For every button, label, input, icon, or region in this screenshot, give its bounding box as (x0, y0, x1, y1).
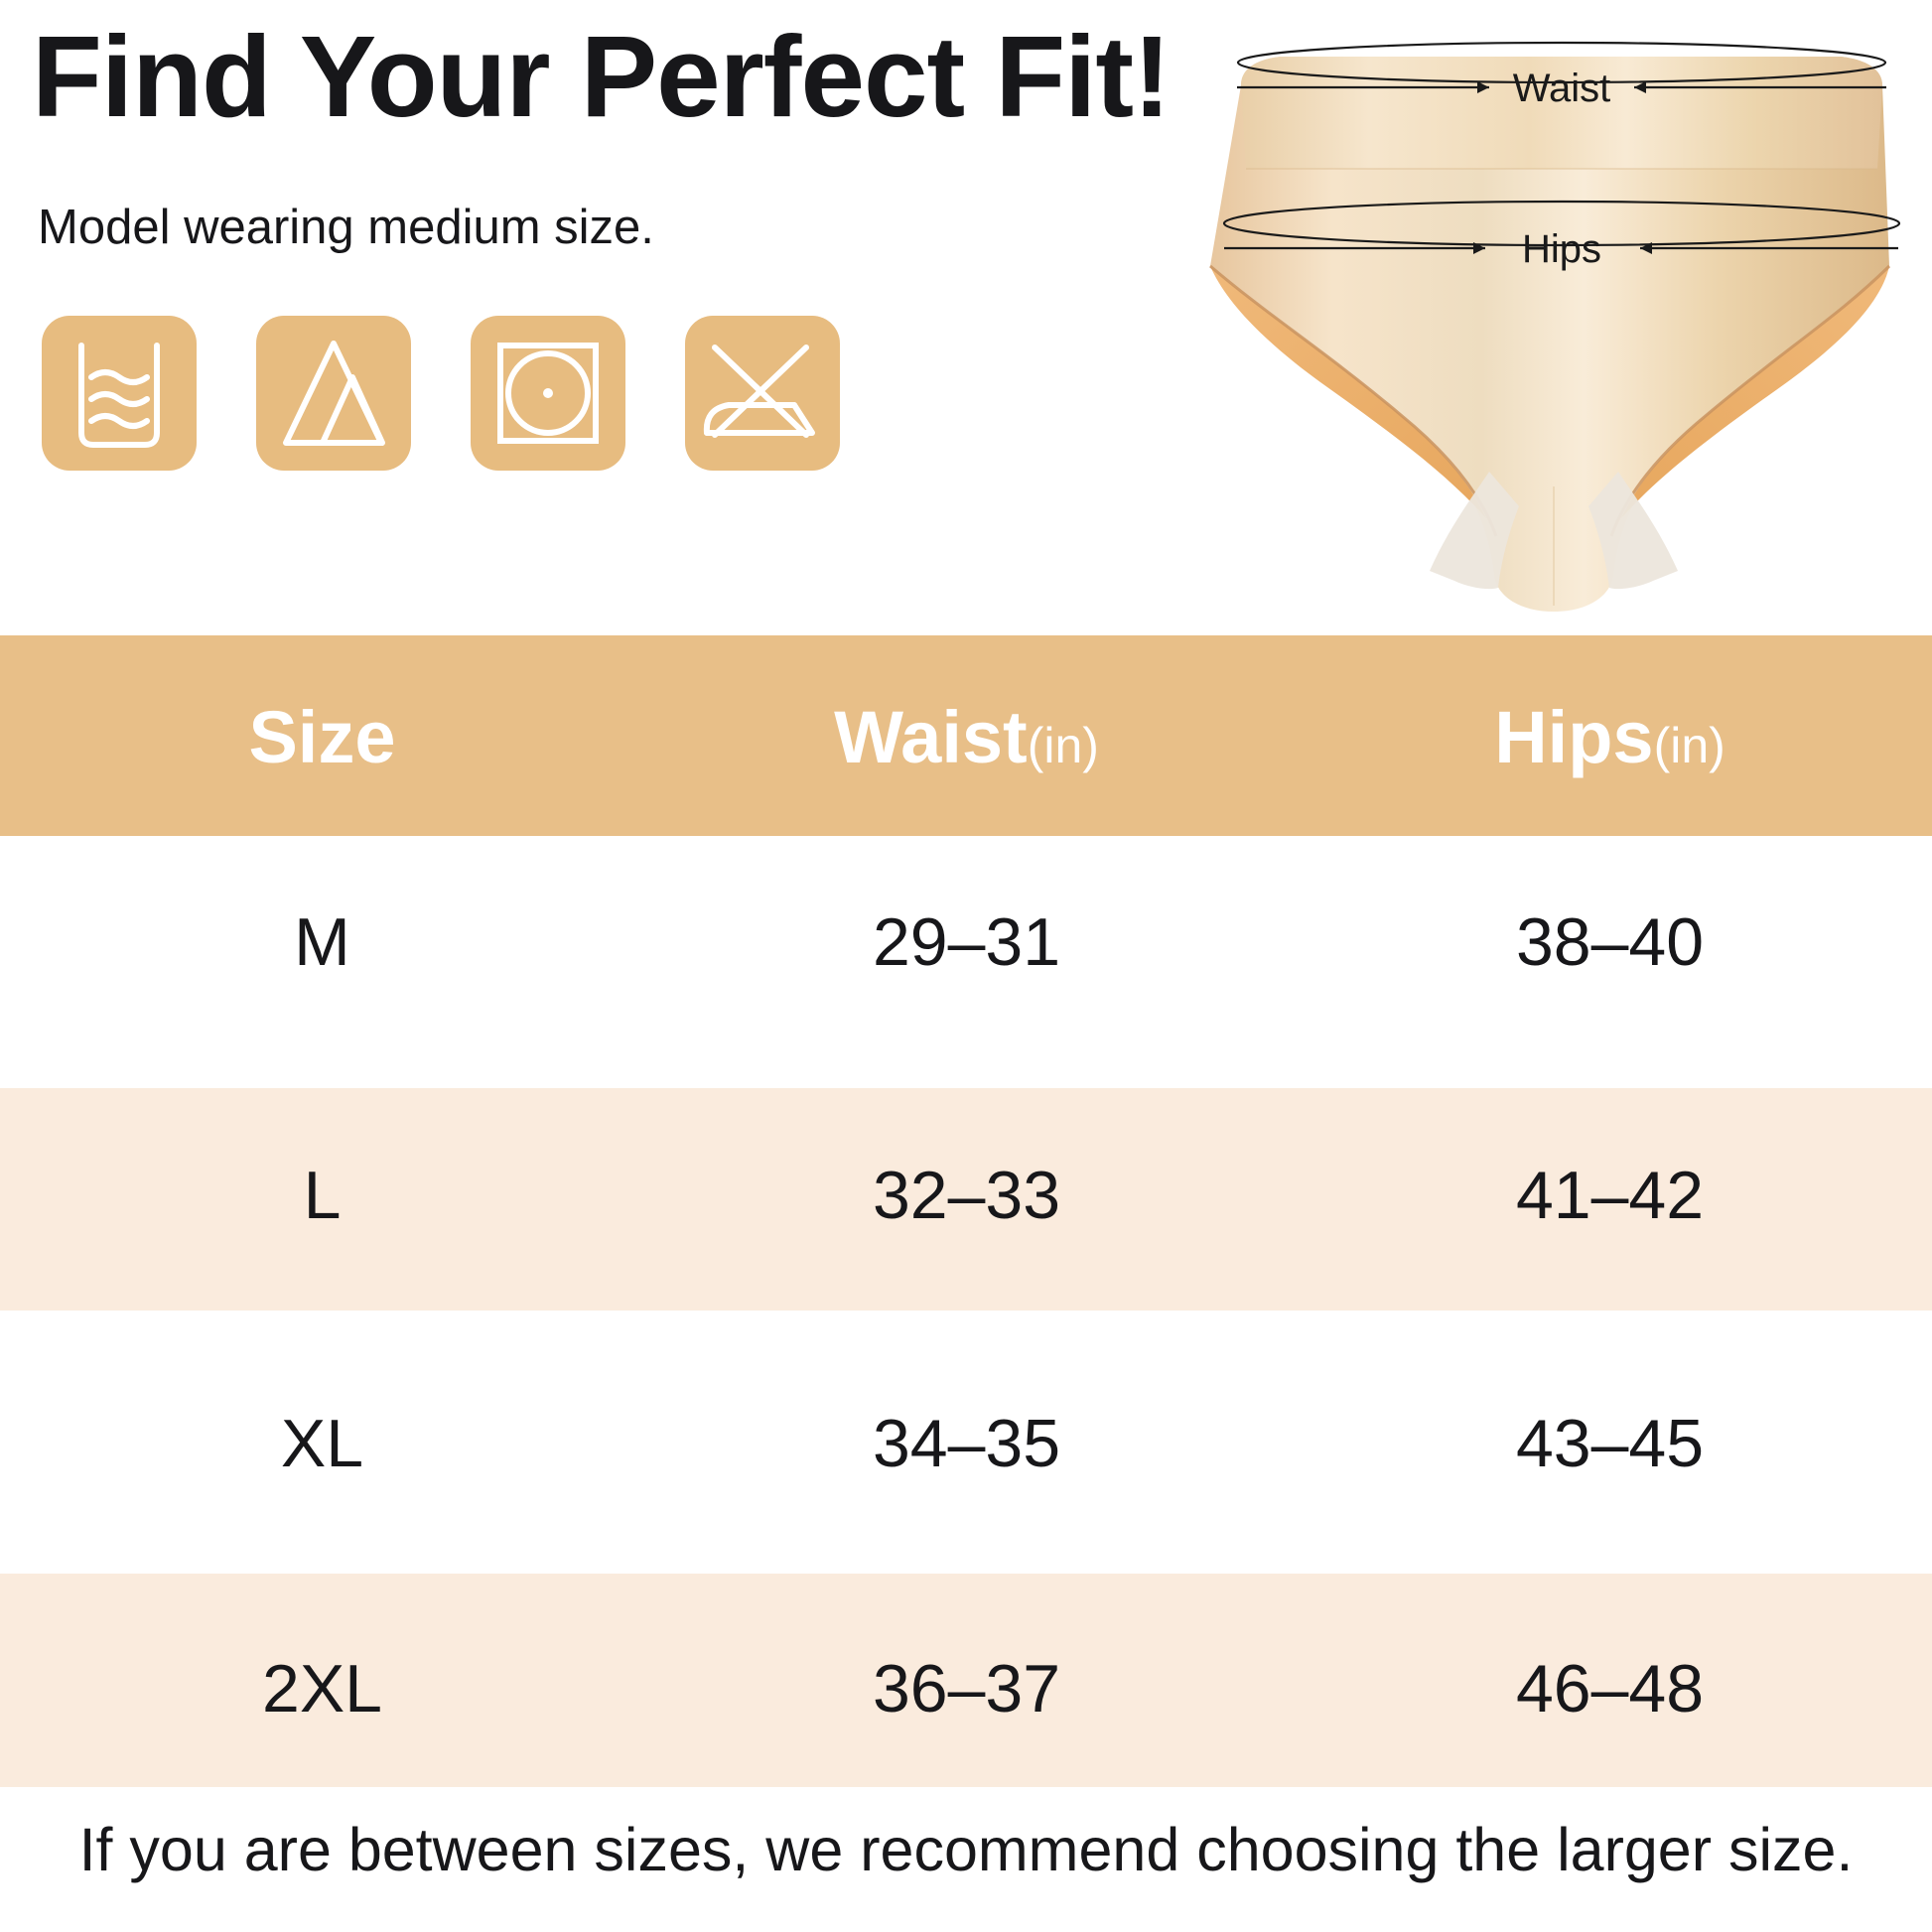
svg-text:Hips: Hips (1522, 227, 1601, 271)
svg-text:Waist: Waist (1513, 67, 1611, 110)
